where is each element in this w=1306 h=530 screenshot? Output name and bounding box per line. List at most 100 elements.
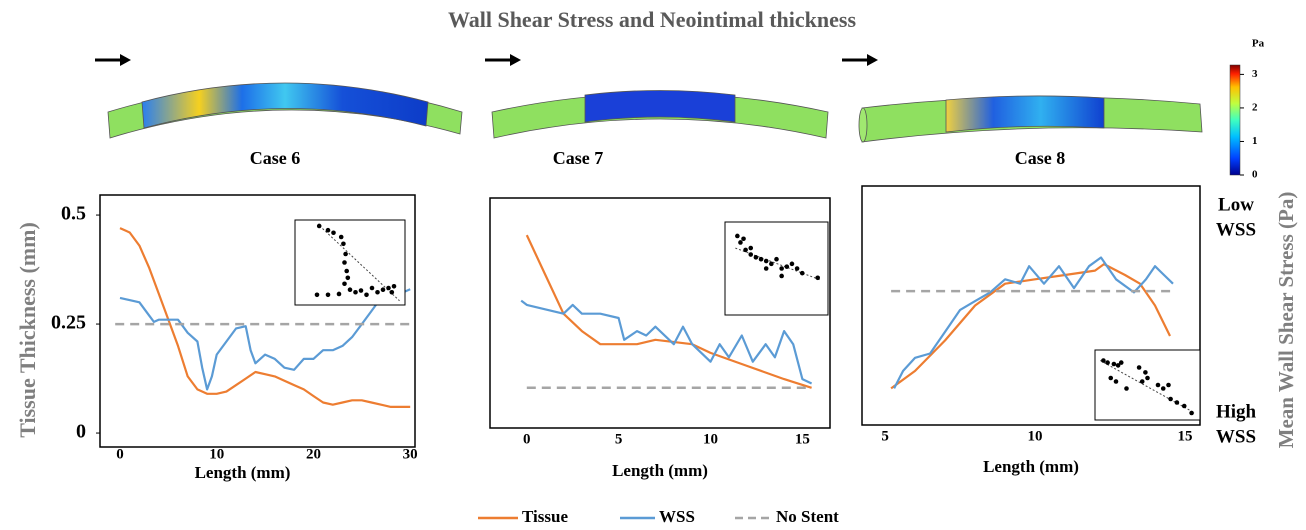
inset-frame <box>295 220 405 305</box>
inset-point <box>342 260 347 265</box>
colorbar-tick-label: 1 <box>1252 135 1258 147</box>
x-axis-label: Length (mm) <box>983 457 1079 476</box>
inset-point <box>341 242 346 247</box>
inset-point <box>370 286 375 291</box>
inset-point <box>1175 400 1180 405</box>
inset-frame <box>1095 350 1200 420</box>
inset-point <box>1112 362 1117 367</box>
x-tick-label: 10 <box>703 431 718 447</box>
inset-point <box>774 257 779 262</box>
inset-point <box>743 248 748 253</box>
inset-point <box>779 266 784 271</box>
legend-label: No Stent <box>776 507 839 526</box>
inset-point <box>759 257 764 262</box>
y-tick-label: 0.5 <box>61 203 86 225</box>
case-label: Case 7 <box>553 148 604 168</box>
inset-point <box>1156 383 1161 388</box>
case-label: Case 8 <box>1015 148 1066 168</box>
inset-point <box>800 271 805 276</box>
inset-point <box>1137 365 1142 370</box>
vessel-case-8 <box>859 96 1202 142</box>
colorbar-tick-label: 3 <box>1252 68 1258 80</box>
x-tick-label: 10 <box>209 446 224 462</box>
inset-point <box>754 255 759 260</box>
inset-point <box>344 269 349 274</box>
legend-label: WSS <box>659 507 695 526</box>
x-tick-label: 15 <box>795 431 810 447</box>
y-tick-label: 0 <box>76 421 86 443</box>
inset-point <box>392 284 397 289</box>
inset-point <box>339 235 344 240</box>
inset-point <box>390 290 395 295</box>
colorbar-label: Pa <box>1252 38 1265 50</box>
inset-point <box>1189 411 1194 416</box>
inset-point <box>1182 404 1187 409</box>
x-tick-label: 10 <box>1028 428 1043 444</box>
inset-point <box>348 287 353 292</box>
inset-point <box>795 266 800 271</box>
colorbar <box>1230 65 1240 175</box>
low-wss-label: Low <box>1218 194 1254 215</box>
x-tick-label: 20 <box>306 446 321 462</box>
inset-point <box>359 288 364 293</box>
colorbar-tick-label: 2 <box>1252 101 1258 113</box>
colorbar-tick-label: 0 <box>1252 169 1258 181</box>
inset-point <box>785 264 790 269</box>
inset-point <box>769 262 774 267</box>
inset-point <box>1140 379 1145 384</box>
inset-point <box>342 281 347 286</box>
x-tick-label: 5 <box>881 428 889 444</box>
high-wss-label: High <box>1216 401 1257 422</box>
inset-point <box>1145 376 1150 381</box>
x-axis-label: Length (mm) <box>612 461 708 480</box>
inset-point <box>738 240 743 245</box>
x-tick-label: 30 <box>403 446 418 462</box>
x-axis-label: Length (mm) <box>195 463 291 482</box>
y2-axis-label: Mean Wall Shear Stress (Pa) <box>1274 192 1298 449</box>
x-tick-label: 15 <box>1178 428 1193 444</box>
inset-point <box>1166 383 1171 388</box>
inset-point <box>364 293 369 298</box>
inset-point <box>337 292 342 297</box>
inset-point <box>375 290 380 295</box>
inset-point <box>315 293 320 298</box>
inset-point <box>779 274 784 279</box>
inset-point <box>1114 379 1119 384</box>
vessel-case-6 <box>108 83 462 138</box>
inset-point <box>1101 358 1106 363</box>
inset-point <box>815 276 820 281</box>
inset-point <box>1143 370 1148 375</box>
inset-point <box>386 286 391 291</box>
inset-point <box>1119 360 1124 365</box>
y-axis-label: Tissue Thickness (mm) <box>15 222 40 438</box>
vessel-case-7 <box>492 91 828 139</box>
legend-label: Tissue <box>522 507 568 526</box>
y-tick-label: 0.25 <box>51 312 86 334</box>
inset-point <box>346 276 351 281</box>
inset-point <box>790 262 795 267</box>
inset-point <box>326 228 331 233</box>
x-tick-label: 0 <box>116 446 124 462</box>
inset-point <box>381 287 386 292</box>
inset-point <box>764 259 769 264</box>
figure: Wall Shear Stress and Neointimal thickne… <box>0 0 1306 530</box>
inset-point <box>735 234 740 239</box>
inset-point <box>343 252 348 257</box>
inset-point <box>1161 386 1166 391</box>
x-tick-label: 5 <box>615 431 623 447</box>
high-wss-label: WSS <box>1216 426 1256 447</box>
inset-point <box>1168 397 1173 402</box>
inset-point <box>748 252 753 257</box>
x-tick-label: 0 <box>523 431 531 447</box>
figure-title: Wall Shear Stress and Neointimal thickne… <box>448 7 857 32</box>
inset-point <box>741 236 746 241</box>
inset-point <box>326 293 331 298</box>
inset-frame <box>725 222 828 315</box>
case-label: Case 6 <box>250 148 301 168</box>
flow-arrows <box>95 54 878 66</box>
inset-point <box>1105 360 1110 365</box>
inset-point <box>1124 386 1129 391</box>
inset-point <box>1108 376 1113 381</box>
inset-point <box>748 246 753 251</box>
inset-point <box>317 224 322 229</box>
